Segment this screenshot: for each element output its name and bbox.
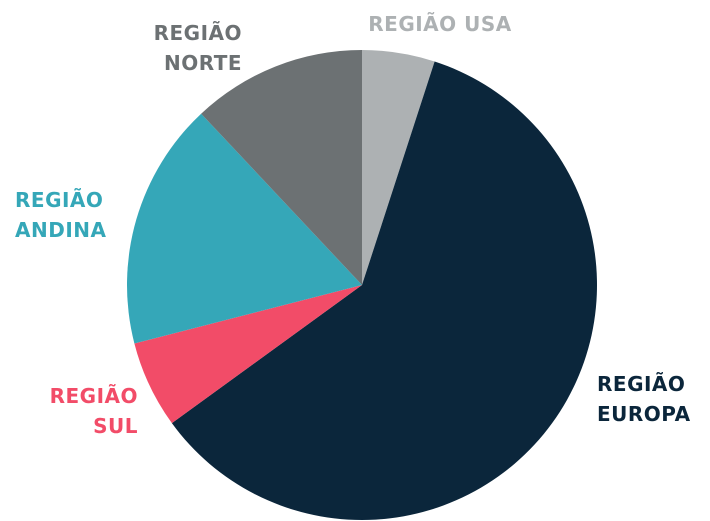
slice-label: REGIÃO EUROPA: [597, 372, 691, 426]
pie-slice: [134, 285, 362, 424]
pie-slice: [171, 61, 597, 521]
pie-slice: [127, 113, 363, 344]
pie-slice: [201, 50, 362, 285]
pie-slice: [362, 50, 435, 285]
slice-label: REGIÃO USA: [368, 12, 512, 36]
slice-label: REGIÃO NORTE: [153, 21, 242, 75]
slice-label: REGIÃO ANDINA: [15, 188, 107, 242]
slice-label: REGIÃO SUL: [49, 384, 138, 438]
